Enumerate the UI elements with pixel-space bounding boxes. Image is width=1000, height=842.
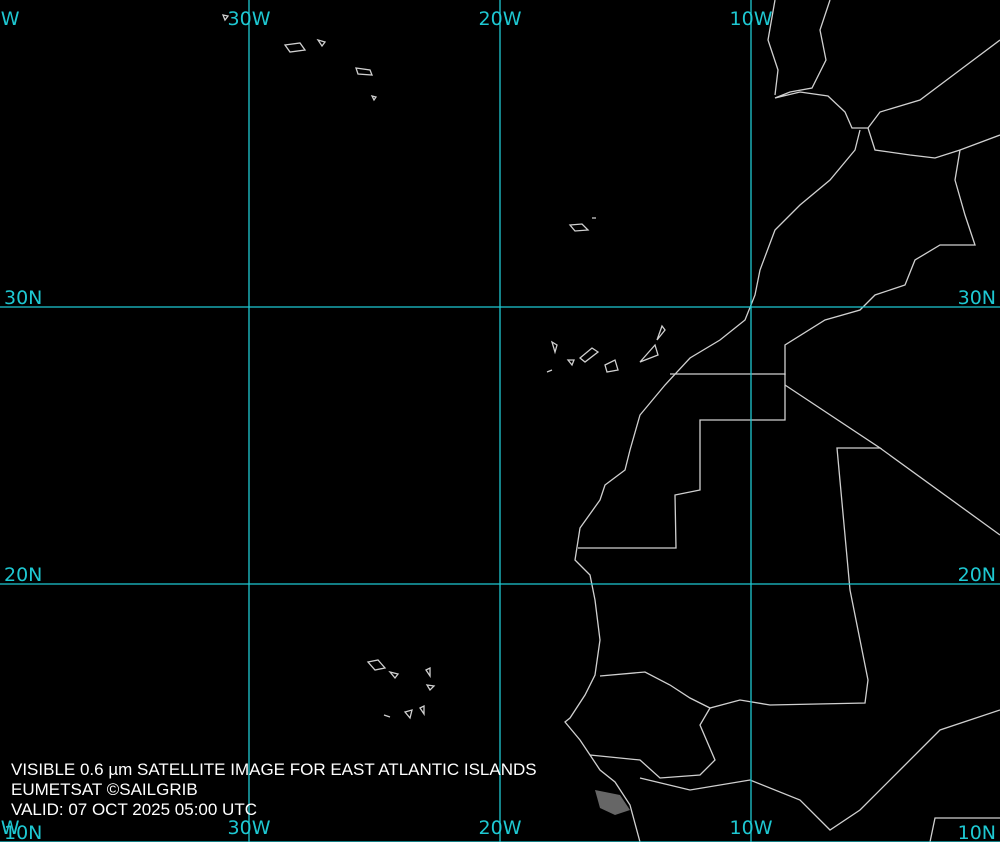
longitude-label-top: 30W	[228, 8, 271, 30]
caption-line: VISIBLE 0.6 µm SATELLITE IMAGE FOR EAST …	[11, 760, 537, 779]
longitude-label-top: 40W	[0, 8, 20, 30]
mali-border	[879, 447, 1000, 536]
cape-verde	[366, 659, 436, 720]
iberia-coast	[774, 0, 1000, 129]
longitude-label-bottom: 10W	[730, 817, 773, 839]
longitude-label-top: 10W	[730, 8, 773, 30]
caption-line: VALID: 07 OCT 2025 05:00 UTC	[11, 800, 257, 819]
latitude-label-left: 30N	[4, 287, 42, 309]
latitude-label-right: 10N	[958, 822, 996, 842]
africa-west-coast	[564, 129, 861, 842]
algeria-border	[784, 149, 976, 375]
mediterranean-coast	[867, 127, 1000, 159]
portugal-coast	[767, 0, 779, 96]
latitude-label-left: 20N	[4, 564, 42, 586]
western-sahara-border	[578, 373, 786, 549]
azores	[221, 14, 378, 102]
graticule-labels: 40W 40W 30W 30W 20W 20W 10W 10W 30N 30N 20N 20N 10N 1…	[0, 8, 996, 842]
bijagos-cloud	[595, 790, 630, 815]
latitude-label-right: 20N	[958, 564, 996, 586]
latitude-label-left: 10N	[4, 822, 42, 842]
longitude-label-bottom: 20W	[479, 817, 522, 839]
coast-south	[929, 817, 1000, 842]
longitude-label-bottom: 30W	[228, 817, 271, 839]
caption: VISIBLE 0.6 µm SATELLITE IMAGE FOR EAST …	[11, 760, 537, 819]
mauritania-border	[599, 384, 883, 709]
guinea-border	[639, 709, 1000, 831]
latitude-label-right: 30N	[958, 287, 996, 309]
canary-islands	[546, 324, 666, 373]
caption-line: EUMETSAT ©SAILGRIB	[11, 780, 198, 799]
madeira	[568, 217, 596, 232]
longitude-label-bottom: 40W	[0, 817, 20, 839]
senegal-border	[589, 707, 716, 779]
coastlines	[221, 0, 1000, 842]
longitude-label-top: 20W	[479, 8, 522, 30]
